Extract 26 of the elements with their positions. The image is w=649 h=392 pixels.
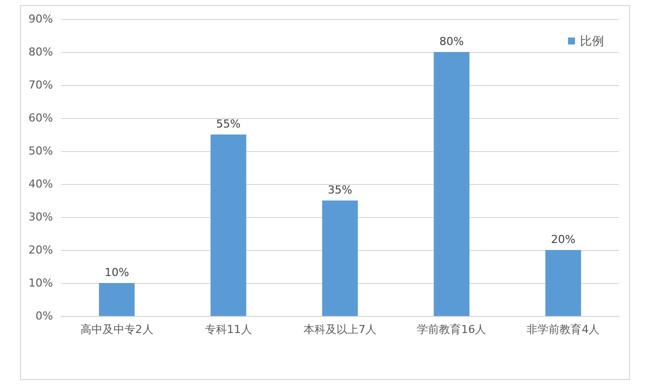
y-tick-label: 40% xyxy=(28,178,53,190)
y-tick-label: 90% xyxy=(28,12,53,26)
bar xyxy=(210,134,246,316)
y-tick-label: 20% xyxy=(28,244,53,256)
x-tick-label: 学前教育16人 xyxy=(417,323,486,336)
x-tick-label: 专科11人 xyxy=(204,323,252,336)
y-tick-label: 10% xyxy=(28,276,53,290)
bar xyxy=(98,283,135,316)
data-label: 10% xyxy=(104,266,130,279)
x-tick-label: 本科及以上7人 xyxy=(304,323,376,336)
bar xyxy=(545,250,582,316)
data-label: 20% xyxy=(550,233,576,246)
data-label: 80% xyxy=(439,35,464,48)
data-label: 35% xyxy=(328,184,352,196)
y-tick-label: 30% xyxy=(28,210,53,224)
y-tick-label: 0% xyxy=(36,310,53,322)
bar xyxy=(322,200,358,316)
x-tick-label: 非学前教育4人 xyxy=(526,323,600,336)
x-tick-label: 高中及中专2人 xyxy=(80,323,154,336)
legend-label: 比例 xyxy=(580,34,604,48)
y-tick-label: 80% xyxy=(28,46,53,58)
data-label: 55% xyxy=(216,118,241,130)
y-tick-label: 50% xyxy=(28,144,53,158)
y-tick-label: 60% xyxy=(28,112,53,124)
y-tick-label: 70% xyxy=(28,78,53,92)
bar xyxy=(434,52,470,316)
